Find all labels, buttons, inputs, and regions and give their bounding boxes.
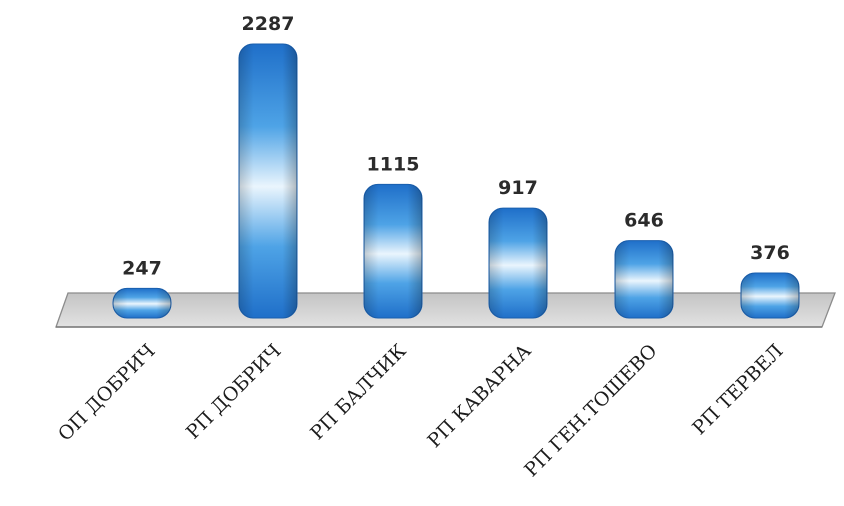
value-labels-group: 247 2287 1115 917 646 376 bbox=[122, 13, 790, 279]
value-label-рп-балчик: 1115 bbox=[367, 153, 420, 175]
bar-shade-рп-ген-тошево bbox=[615, 240, 673, 318]
bar-shade-рп-балчик bbox=[364, 184, 422, 318]
bar-shade-оп-добрич bbox=[113, 288, 171, 318]
value-label-рп-тервел: 376 bbox=[750, 242, 790, 264]
category-label-рп-балчик: РП БАЛЧИК bbox=[306, 340, 411, 445]
category-label-рп-добрич: РП ДОБРИЧ bbox=[182, 340, 286, 444]
value-label-рп-каварна: 917 bbox=[498, 177, 538, 199]
category-label-рп-ген-тошево: РП ГЕН.ТОШЕВО bbox=[520, 340, 661, 481]
bar-shade-рп-добрич bbox=[239, 44, 297, 318]
category-label-оп-добрич: ОП ДОБРИЧ bbox=[54, 340, 160, 446]
category-label-рп-каварна: РП КАВАРНА bbox=[423, 340, 536, 453]
value-label-оп-добрич: 247 bbox=[122, 257, 162, 279]
bars-group bbox=[112, 43, 800, 319]
bar-shade-рп-каварна bbox=[489, 208, 547, 318]
value-label-рп-добрич: 2287 bbox=[242, 13, 295, 35]
value-label-рп-ген-тошево: 646 bbox=[624, 210, 664, 232]
bar-shade-рп-тервел bbox=[741, 272, 799, 318]
chart-floor bbox=[55, 292, 836, 328]
category-labels-group: ОП ДОБРИЧ РП ДОБРИЧ РП БАЛЧИК РП КАВАРНАРП … bbox=[54, 340, 788, 482]
category-label-рп-тервел: РП ТЕРВЕЛ bbox=[688, 340, 787, 439]
